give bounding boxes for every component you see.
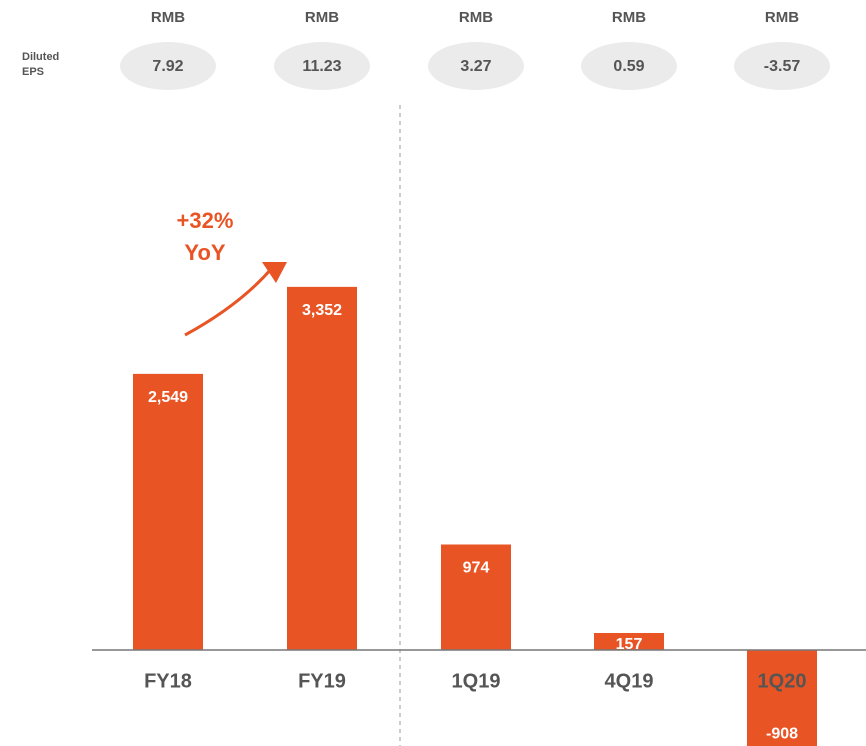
eps-value: 3.27 bbox=[460, 58, 491, 75]
value-label: -908 bbox=[766, 726, 798, 743]
x-tick-label: 1Q19 bbox=[452, 670, 501, 692]
bar bbox=[441, 544, 511, 651]
x-tick-label: 1Q20 bbox=[758, 670, 807, 692]
arrow bbox=[184, 267, 274, 337]
value-label: 3,352 bbox=[302, 302, 342, 319]
eps-unit: RMB bbox=[459, 9, 493, 26]
eps-value: -3.57 bbox=[764, 58, 801, 75]
value-label: 2,549 bbox=[148, 389, 188, 406]
eps-bubble bbox=[428, 42, 524, 90]
x-tick-label: 4Q19 bbox=[605, 670, 654, 692]
value-label: 157 bbox=[616, 636, 643, 653]
arrow-head bbox=[262, 262, 287, 283]
eps-unit: RMB bbox=[305, 9, 339, 26]
x-tick-label: FY19 bbox=[298, 670, 346, 692]
eps-bubble bbox=[581, 42, 677, 90]
eps-unit: RMB bbox=[765, 9, 799, 26]
bar bbox=[594, 633, 664, 651]
eps-value: 7.92 bbox=[152, 58, 183, 75]
x-tick-label: FY18 bbox=[144, 670, 192, 692]
eps-bubble bbox=[734, 42, 830, 90]
eps-label: Diluted EPS bbox=[22, 51, 59, 78]
eps-unit: RMB bbox=[612, 9, 646, 26]
eps-bubble bbox=[274, 42, 370, 90]
bar bbox=[287, 286, 357, 651]
annotation: YoY bbox=[184, 240, 225, 265]
eps-value: 0.59 bbox=[613, 58, 644, 75]
annotation: +32% bbox=[177, 208, 234, 233]
bar bbox=[747, 650, 817, 746]
value-label: 974 bbox=[463, 560, 490, 577]
bar bbox=[133, 373, 203, 651]
eps-bubble bbox=[120, 42, 216, 90]
eps-value: 11.23 bbox=[302, 58, 341, 75]
eps-unit: RMB bbox=[151, 9, 185, 26]
